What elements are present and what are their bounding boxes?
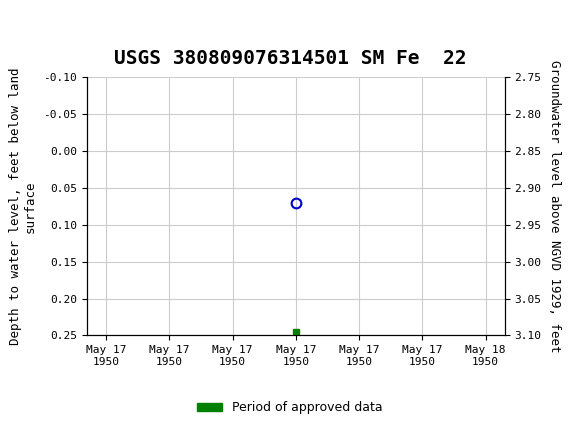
Legend: Period of approved data: Period of approved data — [192, 396, 388, 419]
Y-axis label: Groundwater level above NGVD 1929, feet: Groundwater level above NGVD 1929, feet — [548, 60, 561, 353]
Y-axis label: Depth to water level, feet below land
surface: Depth to water level, feet below land su… — [9, 68, 37, 345]
Text: ≡USGS: ≡USGS — [12, 16, 99, 36]
Text: USGS 380809076314501 SM Fe  22: USGS 380809076314501 SM Fe 22 — [114, 49, 466, 68]
